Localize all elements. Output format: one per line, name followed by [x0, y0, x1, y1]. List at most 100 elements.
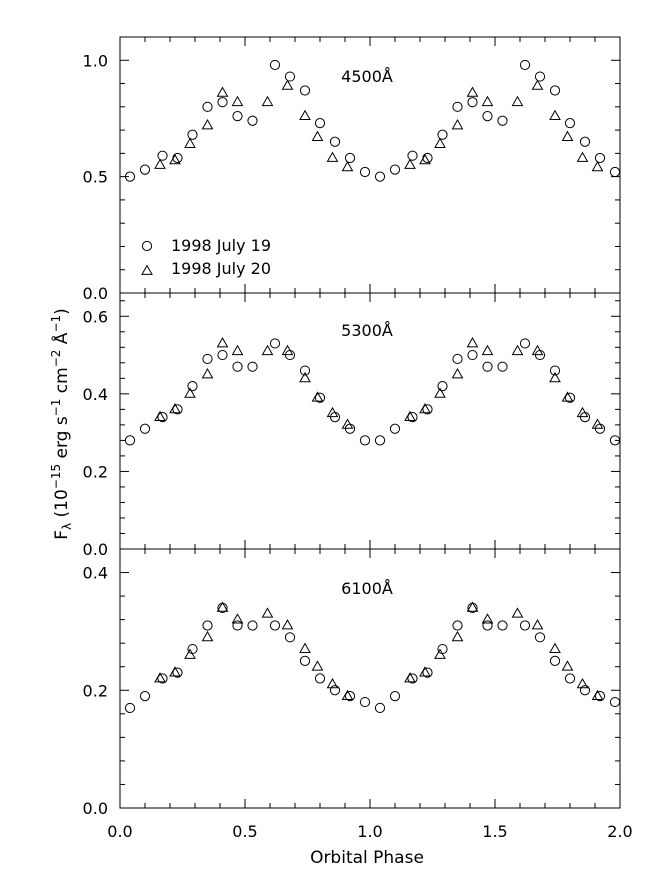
data-point-triangle [169, 153, 181, 165]
data-point-circle [422, 404, 433, 415]
ylabel-exp4: −1 [49, 315, 63, 333]
data-point-circle [124, 702, 136, 714]
panel-0-ytick-label: 0.0 [83, 284, 108, 303]
data-point-circle [467, 97, 478, 108]
ylabel-cm: cm [52, 367, 72, 398]
data-point-circle [359, 696, 371, 708]
panel-2-ytick-label: 0.4 [83, 564, 108, 583]
data-point-triangle [154, 158, 166, 169]
data-point-triangle [511, 344, 524, 356]
data-point-circle [247, 361, 258, 372]
data-point-triangle [591, 689, 604, 701]
data-point-triangle [549, 109, 561, 121]
data-point-triangle [561, 660, 574, 671]
legend-circle-marker [141, 240, 153, 252]
data-point-circle [579, 685, 591, 696]
data-point-circle [389, 691, 401, 702]
x-tick-label: 1.0 [357, 822, 382, 841]
data-point-triangle [404, 158, 416, 169]
data-point-circle [232, 361, 243, 372]
data-point-circle [534, 71, 546, 82]
data-point-circle [452, 101, 463, 112]
data-point-circle [299, 85, 311, 96]
data-point-triangle [169, 402, 181, 414]
data-point-circle [374, 435, 386, 446]
data-point-circle [519, 59, 531, 71]
data-point-circle [284, 632, 296, 643]
data-point-circle [497, 361, 508, 372]
data-point-circle [374, 171, 386, 182]
data-point-triangle [261, 95, 274, 107]
data-point-triangle [576, 151, 589, 162]
data-point-triangle [184, 387, 196, 398]
data-point-triangle [561, 391, 574, 402]
data-point-triangle [216, 601, 229, 612]
data-point-circle [172, 404, 183, 415]
data-point-circle [437, 129, 448, 140]
data-point-triangle [326, 677, 339, 689]
data-point-triangle [216, 337, 229, 348]
data-point-circle [217, 349, 228, 361]
data-point-circle [314, 118, 326, 129]
data-point-circle [157, 412, 168, 423]
ylabel-erg: erg s [52, 416, 72, 464]
data-point-triangle [419, 666, 431, 677]
data-point-circle [467, 349, 478, 361]
legend-label-july19: 1998 July 19 [171, 236, 271, 255]
panel-0-ytick-label: 1.0 [83, 51, 108, 70]
data-point-circle [202, 353, 213, 365]
data-point-triangle [531, 344, 544, 356]
legend-label-july20: 1998 July 20 [171, 259, 271, 278]
data-point-circle [344, 152, 356, 164]
data-point-triangle [511, 95, 524, 107]
data-point-circle [452, 353, 463, 365]
data-point-circle [609, 435, 621, 446]
data-point-circle [202, 620, 213, 631]
data-point-triangle [341, 418, 354, 429]
panel-0-wavelength-label: 4500Å [341, 67, 393, 86]
data-point-circle [579, 136, 591, 147]
data-point-triangle [576, 406, 589, 418]
data-point-circle [549, 85, 561, 96]
data-point-circle [497, 620, 508, 631]
data-point-triangle [561, 130, 574, 141]
data-point-triangle [481, 95, 494, 107]
data-point-triangle [451, 119, 464, 130]
data-point-circle [437, 643, 448, 655]
data-point-triangle [326, 151, 339, 162]
data-point-circle [482, 111, 493, 122]
data-point-triangle [466, 86, 479, 97]
data-point-circle [594, 152, 606, 164]
data-point-circle [124, 435, 136, 446]
data-point-circle [187, 129, 198, 140]
panel-2: 0.0 0.2 0.4 6100Å [83, 548, 621, 818]
panel-1-ytick-label: 0.0 [83, 540, 108, 559]
panel-0-ytick-label: 0.5 [83, 168, 108, 187]
panel-1-ytick-label: 0.2 [83, 462, 108, 481]
data-point-circle [437, 380, 448, 392]
data-point-circle [247, 115, 258, 126]
data-point-circle [314, 392, 326, 403]
data-point-triangle [434, 387, 446, 398]
data-point-triangle [451, 630, 464, 642]
data-point-circle [519, 338, 531, 349]
data-point-triangle [281, 619, 294, 630]
data-point-circle [124, 171, 136, 182]
data-point-circle [217, 97, 228, 108]
panel-2-ytick-label: 0.2 [83, 681, 108, 700]
data-point-triangle [216, 86, 229, 97]
data-point-circle [187, 380, 198, 392]
data-point-triangle [311, 660, 324, 671]
data-point-circle [329, 685, 341, 696]
data-point-circle [139, 164, 151, 175]
data-point-circle [139, 423, 151, 434]
data-point-circle [187, 643, 198, 655]
data-point-triangle [231, 95, 244, 107]
x-tick-label: 1.5 [482, 822, 507, 841]
data-point-circle [172, 667, 183, 678]
data-point-circle [389, 423, 401, 434]
data-point-circle [482, 620, 493, 631]
data-point-triangle [419, 153, 431, 165]
data-point-circle [594, 691, 606, 702]
